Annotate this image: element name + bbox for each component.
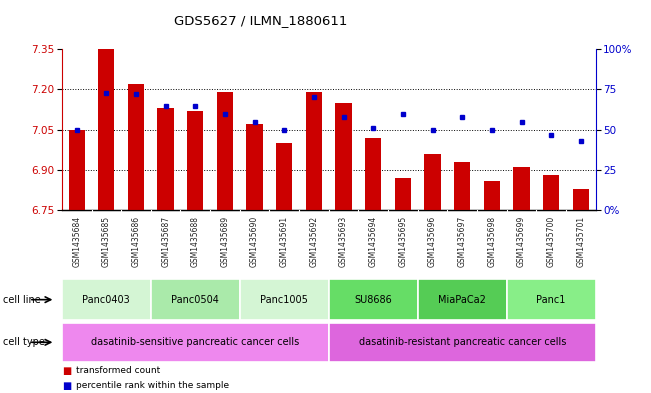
Bar bbox=[484, 181, 500, 210]
Bar bbox=[573, 189, 589, 210]
Text: transformed count: transformed count bbox=[76, 366, 160, 375]
Bar bbox=[365, 138, 381, 210]
Bar bbox=[158, 108, 174, 210]
Bar bbox=[454, 162, 471, 210]
Text: GSM1435696: GSM1435696 bbox=[428, 216, 437, 267]
Text: GSM1435691: GSM1435691 bbox=[280, 216, 289, 267]
Bar bbox=[543, 175, 559, 210]
Text: GDS5627 / ILMN_1880611: GDS5627 / ILMN_1880611 bbox=[174, 15, 347, 28]
Text: GSM1435690: GSM1435690 bbox=[250, 216, 259, 267]
Text: GSM1435700: GSM1435700 bbox=[547, 216, 556, 267]
Text: GSM1435687: GSM1435687 bbox=[161, 216, 170, 267]
Text: GSM1435698: GSM1435698 bbox=[488, 216, 496, 267]
Text: Panc1005: Panc1005 bbox=[260, 295, 308, 305]
Text: SU8686: SU8686 bbox=[354, 295, 392, 305]
Text: GSM1435684: GSM1435684 bbox=[72, 216, 81, 267]
Text: ■: ■ bbox=[62, 381, 71, 391]
Bar bbox=[306, 92, 322, 210]
Bar bbox=[424, 154, 441, 210]
Text: GSM1435701: GSM1435701 bbox=[576, 216, 585, 267]
Bar bbox=[187, 111, 204, 210]
Bar bbox=[514, 167, 530, 210]
Text: GSM1435697: GSM1435697 bbox=[458, 216, 467, 267]
Text: dasatinib-resistant pancreatic cancer cells: dasatinib-resistant pancreatic cancer ce… bbox=[359, 337, 566, 347]
Text: Panc0403: Panc0403 bbox=[83, 295, 130, 305]
Bar bbox=[128, 84, 144, 210]
Text: GSM1435693: GSM1435693 bbox=[339, 216, 348, 267]
Text: GSM1435689: GSM1435689 bbox=[221, 216, 229, 267]
Text: GSM1435685: GSM1435685 bbox=[102, 216, 111, 267]
Text: GSM1435692: GSM1435692 bbox=[309, 216, 318, 267]
Text: GSM1435688: GSM1435688 bbox=[191, 216, 200, 266]
Text: GSM1435694: GSM1435694 bbox=[368, 216, 378, 267]
Text: Panc1: Panc1 bbox=[536, 295, 566, 305]
Text: MiaPaCa2: MiaPaCa2 bbox=[438, 295, 486, 305]
Bar bbox=[98, 49, 115, 210]
Text: cell type: cell type bbox=[3, 337, 45, 347]
Text: GSM1435699: GSM1435699 bbox=[517, 216, 526, 267]
Text: GSM1435686: GSM1435686 bbox=[132, 216, 141, 267]
Text: dasatinib-sensitive pancreatic cancer cells: dasatinib-sensitive pancreatic cancer ce… bbox=[91, 337, 299, 347]
Text: Panc0504: Panc0504 bbox=[171, 295, 219, 305]
Bar bbox=[217, 92, 233, 210]
Text: cell line: cell line bbox=[3, 295, 41, 305]
Bar bbox=[247, 124, 263, 210]
Bar bbox=[395, 178, 411, 210]
Bar bbox=[68, 130, 85, 210]
Text: GSM1435695: GSM1435695 bbox=[398, 216, 408, 267]
Bar bbox=[335, 103, 352, 210]
Bar bbox=[276, 143, 292, 210]
Text: percentile rank within the sample: percentile rank within the sample bbox=[76, 382, 229, 390]
Text: ■: ■ bbox=[62, 365, 71, 376]
